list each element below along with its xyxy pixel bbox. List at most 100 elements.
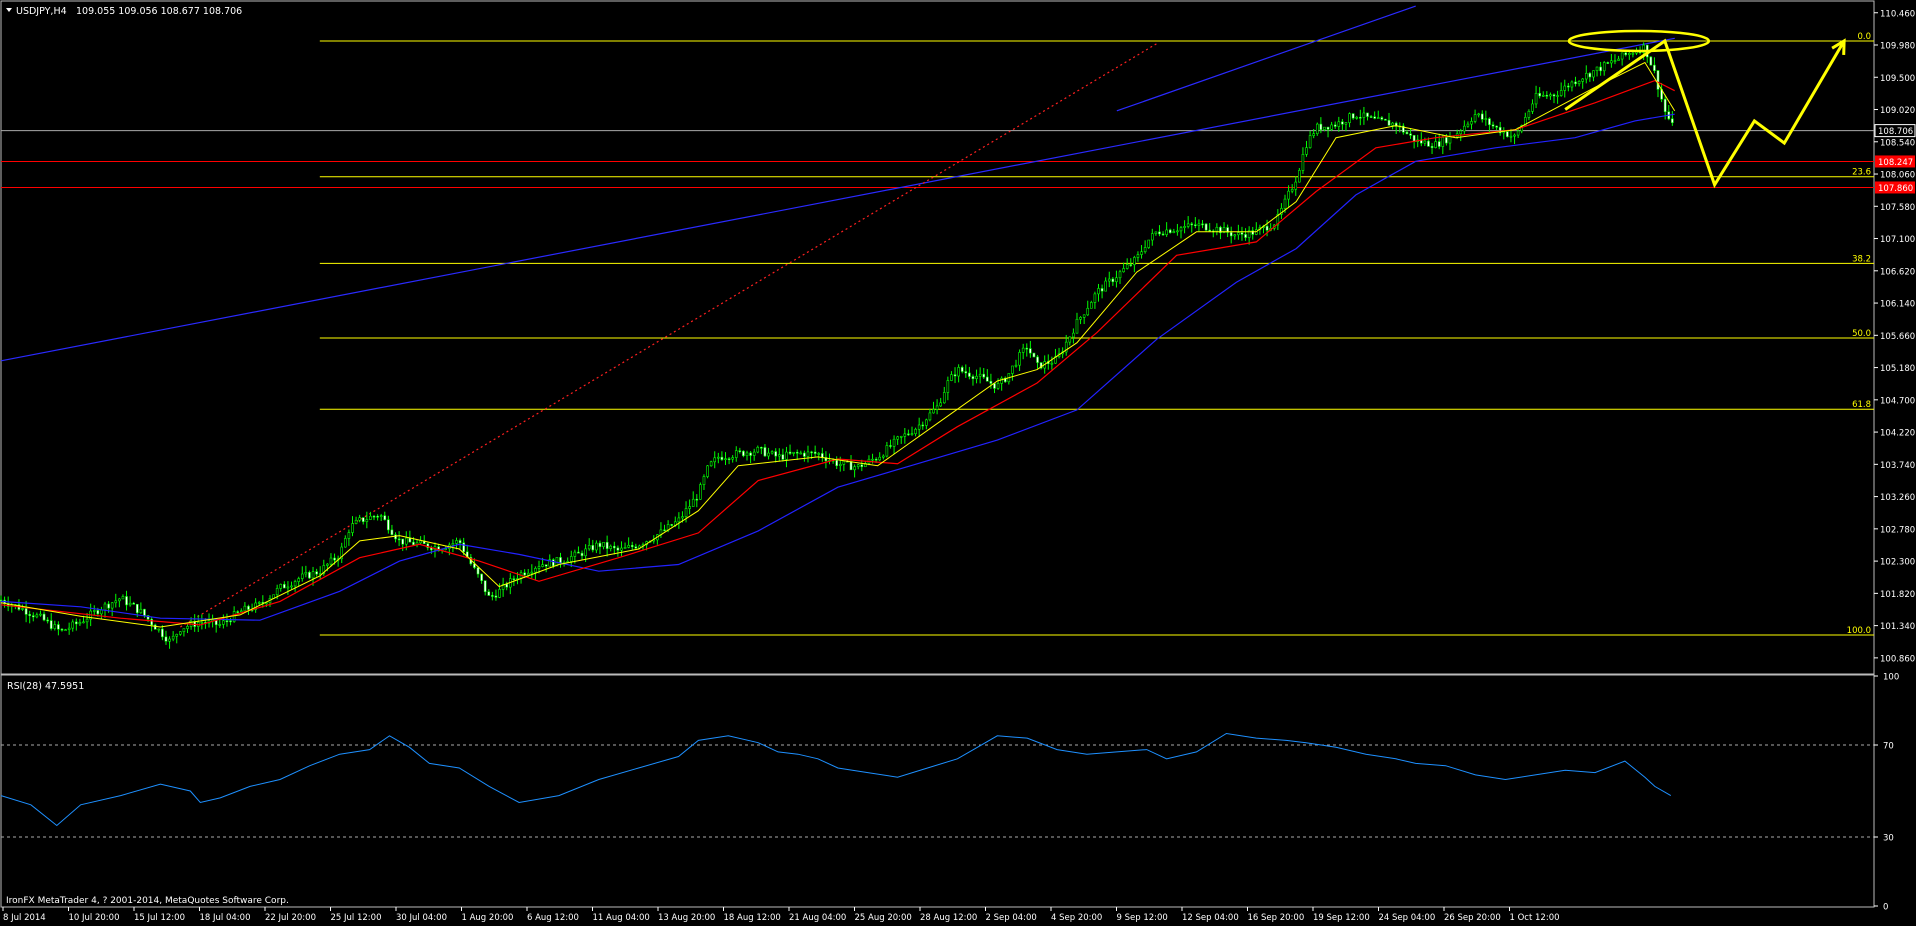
candle-body [889,445,892,447]
candle-body [993,383,996,389]
candle-body [907,433,910,436]
candle-body [455,540,458,544]
candle-body [756,446,760,453]
candle-body [1477,113,1480,116]
candle-body [143,608,146,616]
candle-body [975,375,978,380]
candle-body [1606,62,1610,64]
candle-body [304,571,308,575]
candle-body [785,451,788,460]
time-axis: 8 Jul 2014 10 Jul 20:00 15 Jul 12:00 18 Jul… [2,907,1560,923]
candle-body [598,542,602,548]
candle-body [1409,133,1412,136]
candle-body [243,605,247,612]
candle-body [1305,147,1308,155]
candle-body [1671,118,1674,123]
candle-body [437,546,440,552]
trendlines [0,5,1675,628]
candle-body [899,436,903,438]
candle-body [838,464,842,467]
candle-body [146,615,150,620]
candle-body [1592,70,1595,78]
candle-body [1172,231,1176,234]
candle-body [1480,113,1484,120]
candle-body [1599,66,1602,72]
candle-body [1538,93,1541,97]
candle-body [110,602,114,609]
candle-body [1362,112,1366,118]
time-tick-label: 6 Aug 12:00 [527,913,579,923]
fib-level-label: 50.0 [1852,329,1871,339]
candle-body [996,383,1000,389]
price-tick-label: 108.060 [1880,171,1915,181]
candle-body [1531,103,1534,112]
candle-body [932,409,935,414]
ma-fast-line [0,61,1676,628]
candle-body [605,541,609,549]
menu-triangle-icon[interactable] [6,8,12,12]
candle-body [121,596,125,600]
candle-body [1663,98,1667,113]
candle-body [347,532,351,539]
chart-header[interactable]: USDJPY,H4 109.055 109.056 108.677 108.70… [6,6,242,17]
time-tick-label: 22 Jul 20:00 [265,913,316,923]
candle-body [322,565,326,574]
rsi-indicator: 100 70 30 0 [0,673,1899,913]
candle-body [813,451,817,454]
price-tick-label: 105.180 [1880,364,1915,374]
candle-body [1201,223,1204,226]
candle-body [1628,52,1631,56]
candle-body [856,464,860,468]
candle-body [1036,356,1039,363]
candle-body [300,573,304,579]
candle-body [1240,232,1244,235]
candle-body [1344,122,1348,125]
candle-body [795,451,799,454]
candle-body [1315,123,1319,134]
candle-body [609,545,613,549]
candle-body [1624,52,1628,56]
candle-body [179,631,182,635]
time-tick-label: 21 Aug 04:00 [789,913,846,923]
candle-body [1276,214,1280,226]
candle-body [1445,137,1448,144]
candle-body [1093,293,1097,303]
candle-body [1434,141,1437,148]
candle-body [135,603,139,614]
rsi-label: RSI(28) 47.5951 [7,681,84,692]
candle-body [419,540,422,544]
time-tick-label: 8 Jul 2014 [3,913,46,923]
candle-body [1190,223,1194,226]
candle-body [1208,229,1211,232]
candle-body [200,621,204,624]
candle-body [0,599,3,602]
candle-body [247,605,250,610]
fibonacci-levels: 0.0 23.6 38.2 50.0 61.8 100.0 [319,32,1874,636]
candle-body [175,633,179,637]
candle-body [613,545,616,549]
candle-body [1176,230,1179,233]
target-ellipse [1567,29,1711,53]
candle-body [35,614,39,618]
candle-body [487,591,491,596]
candle-body [458,540,462,544]
candle-body [265,602,268,605]
time-tick-label: 1 Oct 12:00 [1510,913,1560,923]
candle-body [1115,277,1118,283]
candle-body [1068,336,1072,343]
current-price-label: 108.706 [1878,127,1913,137]
candle-body [1602,62,1606,72]
time-tick-label: 28 Aug 12:00 [920,913,977,923]
rsi-line [0,732,1672,827]
candle-body [361,517,365,522]
candle-body [1355,117,1359,119]
candle-body [369,515,372,520]
candle-body [1298,170,1301,183]
price-axis: 110.460 109.980 109.500 109.020 108.540 108.0… [1874,9,1915,664]
candle-body [1011,365,1014,374]
candle-body [1133,257,1136,265]
candle-body [358,517,361,521]
candle-body [950,374,953,381]
price-tick-label: 107.580 [1880,203,1915,213]
candle-body [1620,52,1624,60]
